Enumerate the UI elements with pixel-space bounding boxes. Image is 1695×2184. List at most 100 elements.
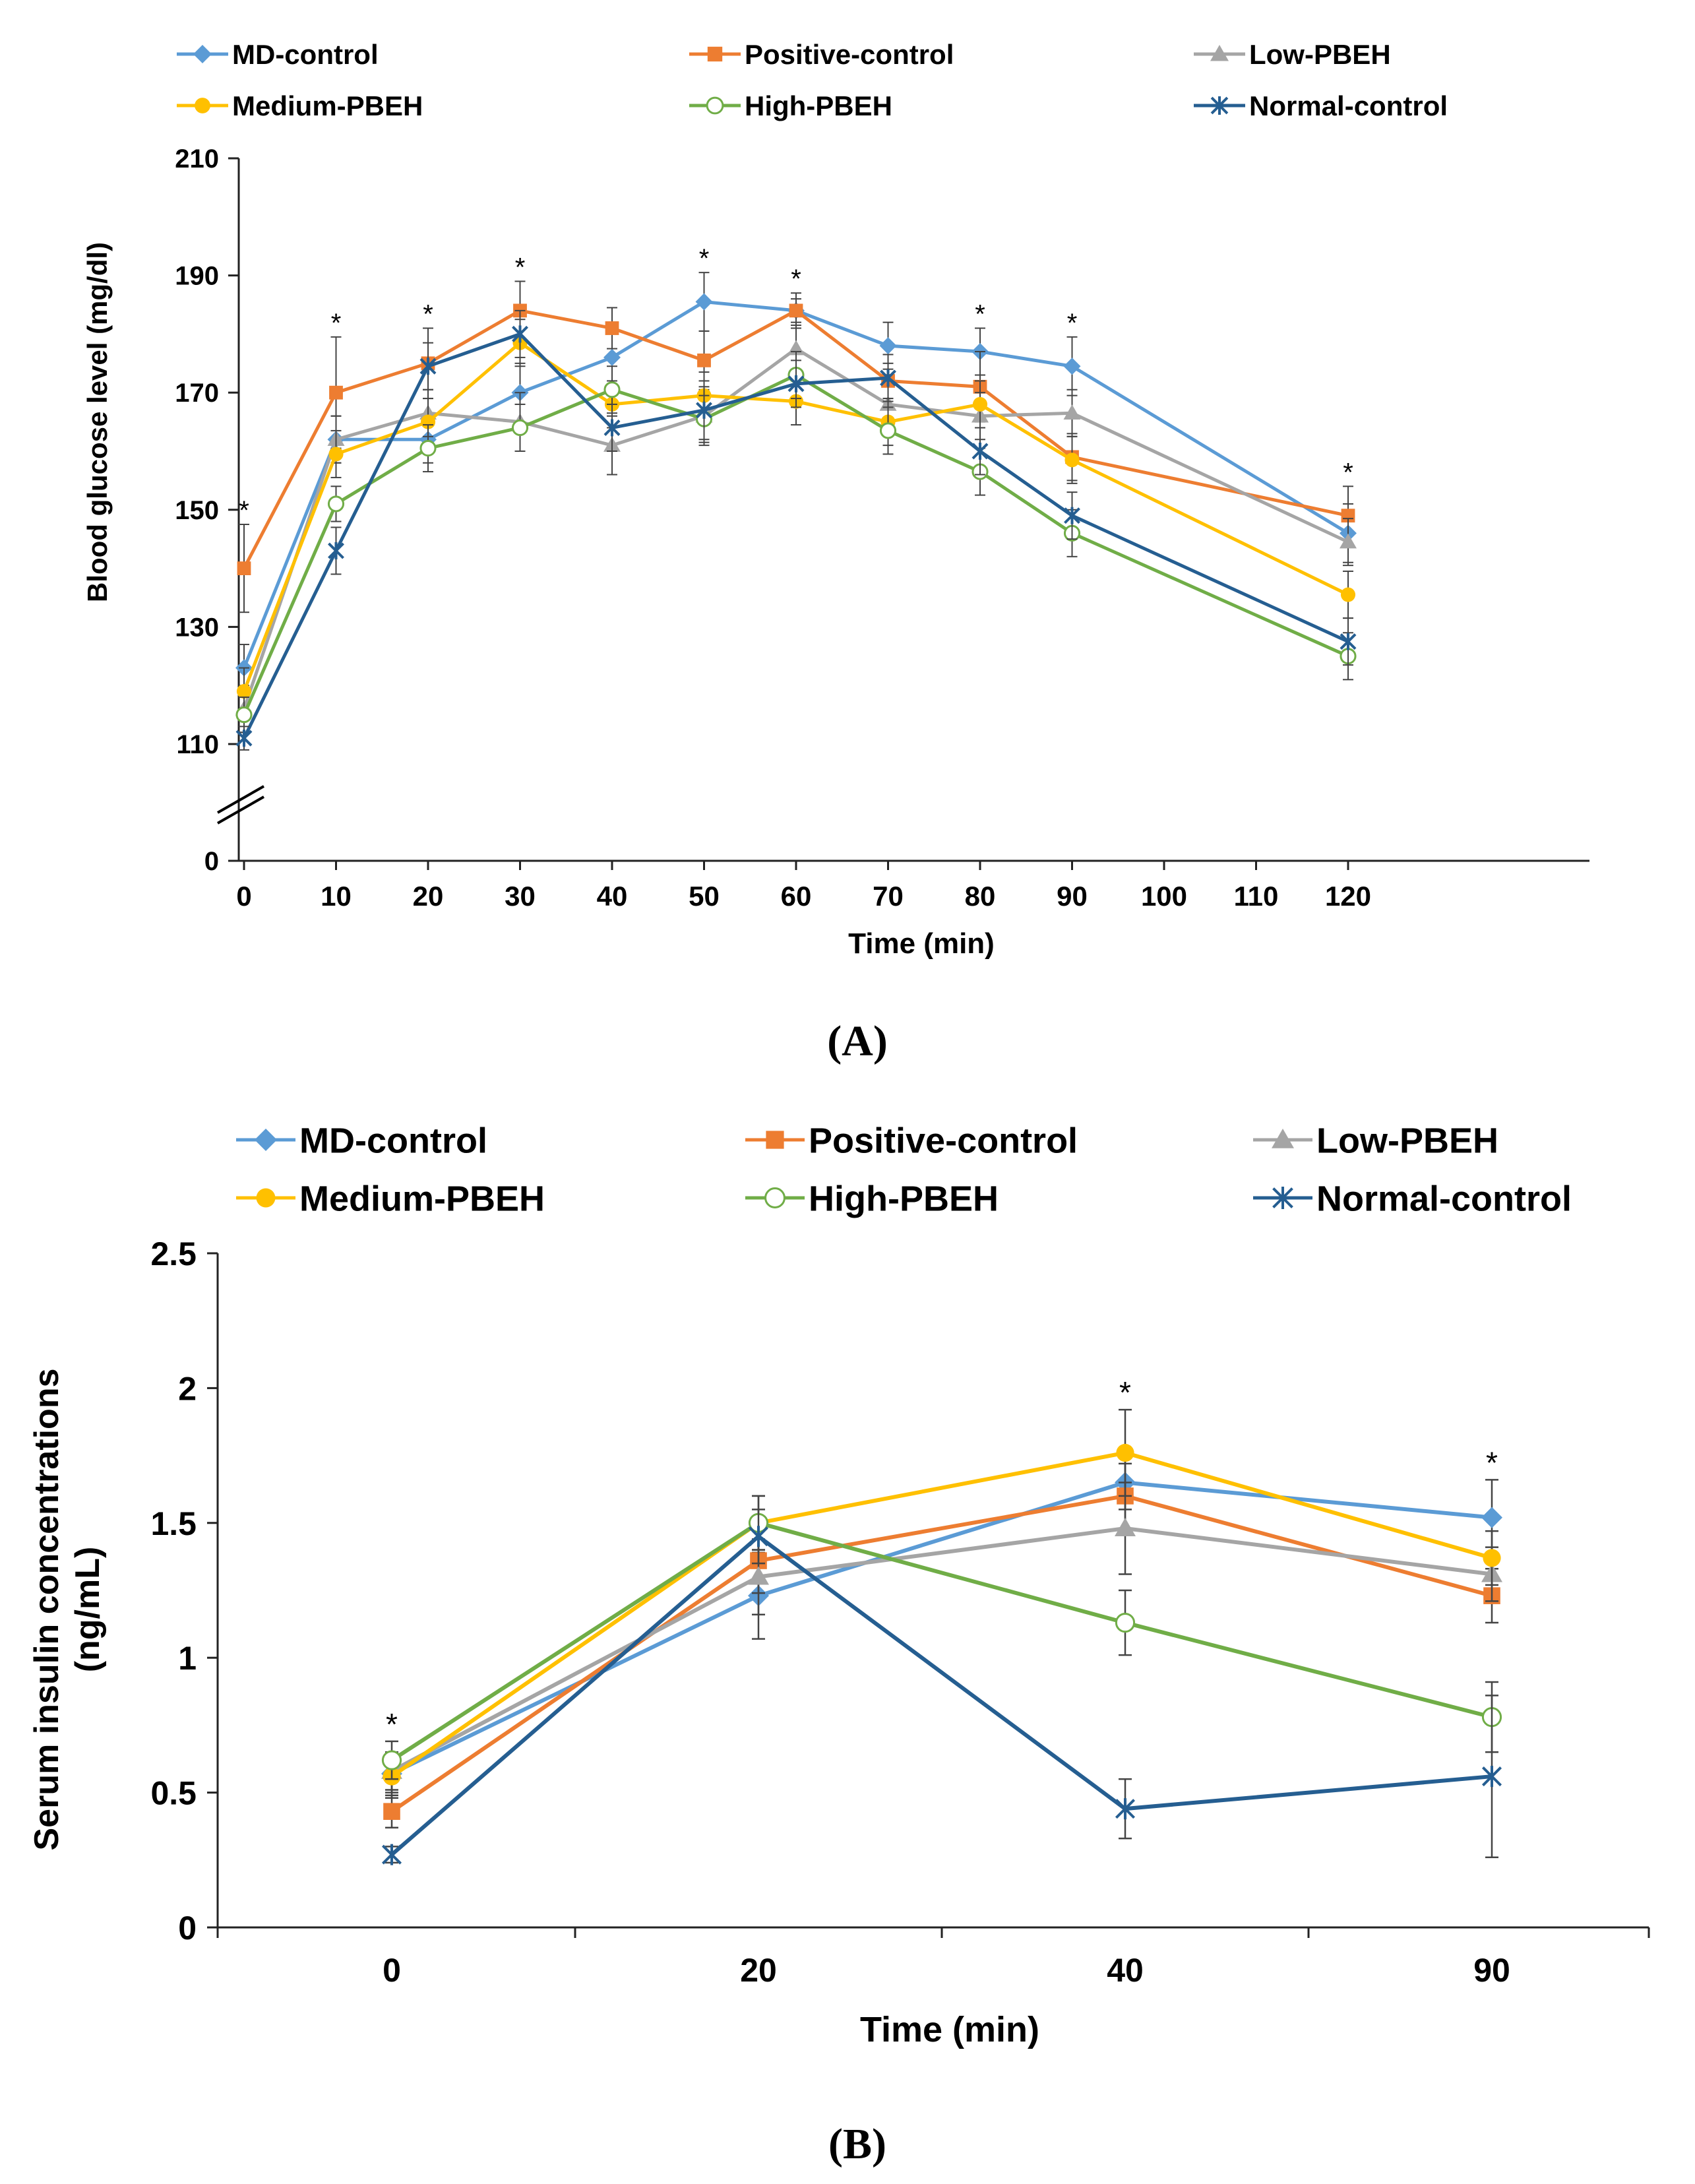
panel-b-series-md-control-point — [1481, 1507, 1502, 1528]
panel-a-x-tick-label: 90 — [1057, 881, 1088, 912]
panel-b-series-medium-pbeh — [383, 1408, 1501, 1799]
panel-b-y-axis-title: Serum insulin concentrations (ng/mL) — [28, 1368, 107, 1850]
panel-a-x-tick-label: 0 — [236, 881, 251, 912]
panel-b-series-low-pbeh-point — [1115, 1517, 1136, 1536]
panel-b-legend-medium-pbeh-marker — [256, 1188, 276, 1208]
panel-a-chart: MD-control Positive-control Low-PBEH Medium… — [82, 39, 1589, 1065]
panel-a-x-tick-label: 60 — [781, 881, 812, 912]
panel-b-series-positive-control — [383, 1462, 1500, 1828]
panel-b-series-positive-control-point — [383, 1803, 400, 1821]
panel-b-legend-normal-control-label: Normal-control — [1316, 1179, 1572, 1218]
panel-b-series-positive-control-line — [390, 1493, 1493, 1813]
panel-b-legend-positive-control: Positive-control — [745, 1121, 1078, 1160]
panel-a-series-high-pbeh-point — [419, 440, 437, 457]
panel-b-series-medium-pbeh-line — [390, 1451, 1493, 1778]
panel-a-series-medium-pbeh-point — [420, 414, 436, 429]
panel-a-series-normal-control — [235, 309, 1357, 751]
panel-b-series-medium-pbeh-point — [1483, 1549, 1501, 1567]
panel-b-series-normal-control-point — [748, 1526, 769, 1547]
panel-b-chart: MD-control Positive-control Low-PBEH Medium… — [28, 1121, 1650, 2168]
panel-b-x-tick-label: 90 — [1473, 1952, 1510, 1989]
panel-a-series-normal-control-point — [1340, 633, 1357, 650]
panel-a-series-positive-control-point — [237, 561, 251, 575]
panel-a-legend-medium-pbeh: Medium-PBEH — [177, 90, 423, 121]
panel-a-legend-md-control: MD-control — [177, 39, 379, 70]
panel-a-significance-marker: * — [515, 253, 526, 282]
panel-a-x-tick-label: 40 — [597, 881, 628, 912]
panel-a-series-md-control-point — [695, 293, 713, 311]
panel-b-y-tick-label: 2.5 — [150, 1235, 197, 1272]
panel-a-y-tick-label: 210 — [175, 144, 219, 173]
panel-a-legend-md-control-label: MD-control — [232, 39, 379, 70]
panel-b-y-axis-title-line2: (ng/mL) — [69, 1547, 107, 1673]
panel-a-significance-marker: * — [975, 300, 985, 329]
panel-a-significance-marker: * — [1067, 309, 1078, 338]
panel-b-legend-low-pbeh-label: Low-PBEH — [1316, 1121, 1498, 1160]
panel-b-legend-positive-control-marker — [766, 1131, 784, 1149]
panel-a-series-normal-control-point — [1064, 507, 1080, 524]
panel-a-legend-medium-pbeh-label: Medium-PBEH — [232, 90, 423, 121]
panel-a-series-low-pbeh-point — [1063, 404, 1081, 420]
panel-b-legend-md-control-marker — [255, 1129, 277, 1151]
panel-a-y-tick-label: 150 — [175, 496, 219, 525]
panel-a-x-tick-label: 100 — [1141, 881, 1187, 912]
panel-a-series-normal-control-point — [419, 358, 437, 375]
panel-a-legend-low-pbeh-marker — [1210, 45, 1229, 61]
panel-b-legend-medium-pbeh-label: Medium-PBEH — [299, 1179, 545, 1218]
panel-a-series-high-pbeh-point — [879, 422, 897, 439]
panel-b-legend-normal-control-marker — [1272, 1187, 1293, 1209]
panel-a-series-high-pbeh-point — [235, 706, 253, 724]
panel-b-series-md-control — [381, 1454, 1502, 1794]
panel-b-series: * * * — [381, 1375, 1502, 1865]
panel-a-x-tick-label: 20 — [413, 881, 444, 912]
panel-b-series-normal-control — [381, 1509, 1502, 1865]
panel-a-legend-positive-control-marker — [707, 46, 723, 62]
panel-a-series-medium-pbeh-point — [1340, 587, 1356, 602]
panel-a-series-medium-pbeh-point — [972, 396, 988, 412]
panel-a-x-tick-label: 120 — [1325, 881, 1371, 912]
panel-b-x-axis-title: Time (min) — [860, 2010, 1039, 2049]
panel-a-series-medium-pbeh-point — [328, 447, 344, 462]
panel-a-y-tick-label: 110 — [176, 730, 219, 759]
panel-a-legend-normal-control-marker — [1210, 96, 1229, 115]
panel-a-series-high-pbeh-line — [242, 373, 1349, 716]
panel-b-series-high-pbeh-point — [1115, 1612, 1136, 1633]
panel-b-y-tick-label: 0.5 — [150, 1775, 197, 1812]
panel-a-significance-marker: * — [699, 244, 710, 273]
panel-a-series-normal-control-point — [787, 375, 805, 392]
panel-a-legend: MD-control Positive-control Low-PBEH Medium… — [177, 39, 1448, 121]
panel-a-x-tick-label: 110 — [1234, 881, 1279, 912]
panel-b-y-tick-label: 1.5 — [150, 1505, 197, 1542]
panel-a-significance-marker: * — [1343, 458, 1353, 487]
panel-a-axis-break — [217, 785, 264, 825]
panel-a-legend-positive-control: Positive-control — [689, 39, 954, 70]
panel-a-x-axis-title: Time (min) — [848, 927, 995, 960]
panel-a-legend-low-pbeh-label: Low-PBEH — [1249, 39, 1391, 70]
panel-a-label: (A) — [827, 1017, 888, 1065]
panel-a-x-tick-label: 30 — [505, 881, 536, 912]
panel-a-series-normal-control-point — [696, 401, 712, 419]
panel-b-legend-md-control: MD-control — [236, 1121, 487, 1160]
panel-b-legend-low-pbeh-marker — [1272, 1129, 1294, 1148]
panel-b-series-high-pbeh-line — [390, 1520, 1493, 1763]
panel-a-legend-low-pbeh: Low-PBEH — [1194, 39, 1391, 70]
panel-a-series-normal-control-point — [328, 542, 344, 559]
panel-a-series-medium-pbeh-point — [236, 684, 252, 699]
panel-b-legend-high-pbeh-marker — [764, 1187, 786, 1208]
panel-a-series-positive-control-point — [605, 321, 619, 335]
panel-b-series-normal-control-point — [1481, 1766, 1502, 1788]
panel-a-significance-marker: * — [423, 300, 433, 329]
panel-b-legend: MD-control Positive-control Low-PBEH Medium… — [236, 1121, 1572, 1218]
panel-a-y-tick-label: 130 — [175, 613, 219, 642]
panel-b-series-low-pbeh-line — [390, 1526, 1493, 1773]
panel-a-series-high-pbeh-point — [511, 419, 529, 437]
panel-a-series: * * * * * * * * * — [235, 244, 1357, 751]
panel-b-axes: 2.5 2 1.5 1 0.5 0 0 20 40 90 — [150, 1235, 1650, 1989]
panel-b-x-tick-label: 40 — [1107, 1952, 1144, 1989]
panel-b-y-axis-title-line1: Serum insulin concentrations — [28, 1368, 66, 1850]
panel-b-legend-medium-pbeh: Medium-PBEH — [236, 1179, 545, 1218]
panel-b-significance-marker: * — [1486, 1445, 1498, 1480]
panel-b-series-normal-control-line — [390, 1534, 1493, 1856]
panel-b-series-medium-pbeh-point — [1116, 1443, 1134, 1462]
panel-a-series-low-pbeh-point — [1340, 533, 1357, 549]
